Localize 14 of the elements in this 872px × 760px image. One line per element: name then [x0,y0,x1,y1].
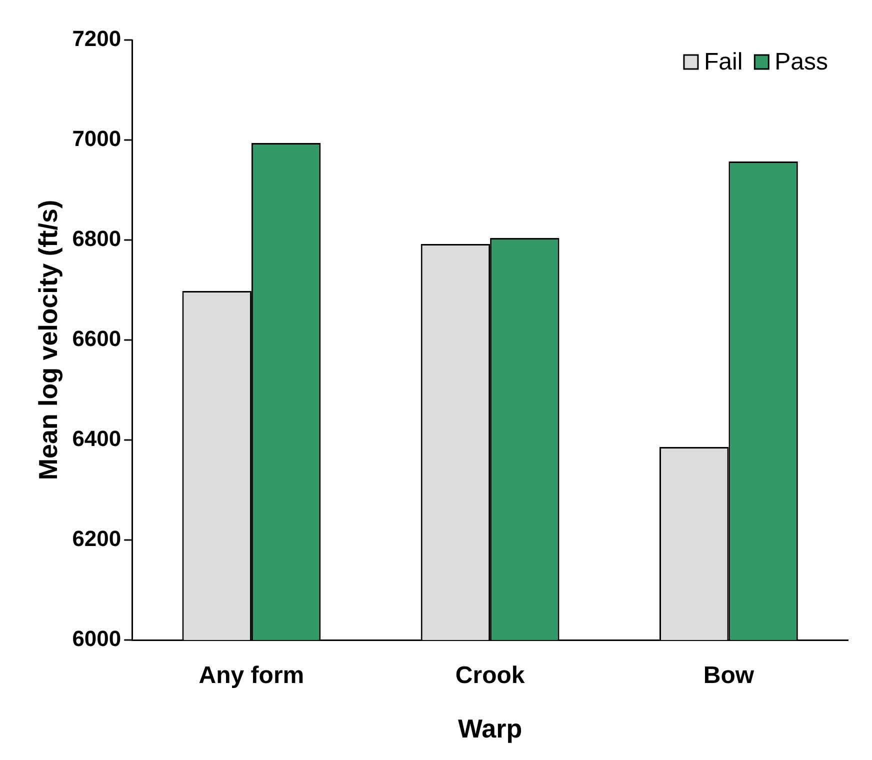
x-tick-label: Bow [703,662,754,690]
y-axis-title: Mean log velocity (ft/s) [32,200,63,480]
y-tick-label: 6200 [72,526,122,552]
y-tick-label: 6000 [72,626,122,652]
y-tick-label: 6800 [72,226,122,252]
legend-label: Fail [704,48,743,76]
y-tick-label: 7000 [72,126,122,152]
x-tick-label: Any form [198,662,304,690]
legend-label: Pass [774,48,828,76]
y-tick-label: 6600 [72,326,122,352]
y-tick-label: 7200 [72,26,122,52]
x-tick-label: Crook [455,662,526,690]
y-tick-label: 6400 [72,426,122,452]
x-axis-title: Warp [458,714,522,744]
